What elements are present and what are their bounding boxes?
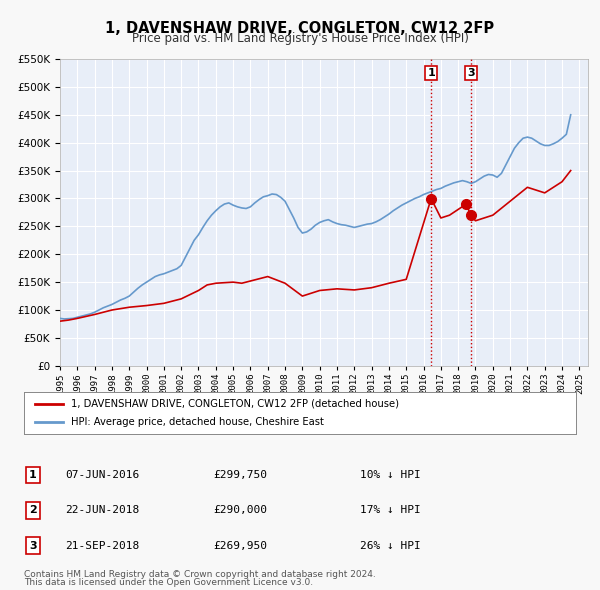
Text: 21-SEP-2018: 21-SEP-2018 — [65, 541, 139, 550]
Text: HPI: Average price, detached house, Cheshire East: HPI: Average price, detached house, Ches… — [71, 417, 324, 427]
Text: 07-JUN-2016: 07-JUN-2016 — [65, 470, 139, 480]
Text: 10% ↓ HPI: 10% ↓ HPI — [359, 470, 421, 480]
Text: £290,000: £290,000 — [213, 506, 267, 515]
Text: £269,950: £269,950 — [213, 541, 267, 550]
Text: This data is licensed under the Open Government Licence v3.0.: This data is licensed under the Open Gov… — [24, 578, 313, 587]
Text: 1: 1 — [427, 68, 435, 78]
Text: 3: 3 — [29, 541, 37, 550]
Text: 1, DAVENSHAW DRIVE, CONGLETON, CW12 2FP (detached house): 1, DAVENSHAW DRIVE, CONGLETON, CW12 2FP … — [71, 399, 399, 409]
Text: 1: 1 — [29, 470, 37, 480]
Text: 3: 3 — [467, 68, 475, 78]
Text: 2: 2 — [29, 506, 37, 515]
Text: 17% ↓ HPI: 17% ↓ HPI — [359, 506, 421, 515]
Text: Contains HM Land Registry data © Crown copyright and database right 2024.: Contains HM Land Registry data © Crown c… — [24, 571, 376, 579]
Text: £299,750: £299,750 — [213, 470, 267, 480]
Text: Price paid vs. HM Land Registry's House Price Index (HPI): Price paid vs. HM Land Registry's House … — [131, 32, 469, 45]
Text: 22-JUN-2018: 22-JUN-2018 — [65, 506, 139, 515]
Text: 26% ↓ HPI: 26% ↓ HPI — [359, 541, 421, 550]
Text: 1, DAVENSHAW DRIVE, CONGLETON, CW12 2FP: 1, DAVENSHAW DRIVE, CONGLETON, CW12 2FP — [106, 21, 494, 35]
